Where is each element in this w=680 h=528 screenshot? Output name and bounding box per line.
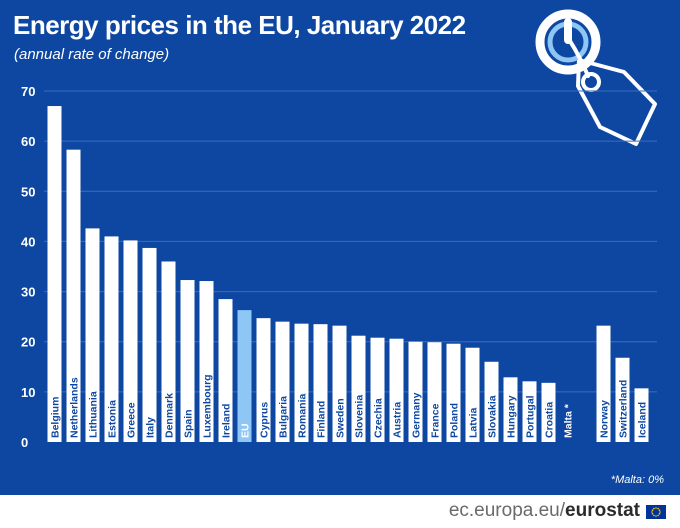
category-label: Slovenia bbox=[354, 395, 366, 438]
category-label: Germany bbox=[411, 392, 423, 438]
malta-footnote: *Malta: 0% bbox=[610, 474, 664, 486]
category-label: Spain bbox=[183, 409, 195, 438]
bar bbox=[180, 280, 195, 442]
bar bbox=[408, 341, 423, 442]
bar bbox=[256, 318, 271, 442]
bar bbox=[427, 342, 442, 442]
category-label: Slovakia bbox=[487, 395, 499, 438]
bar bbox=[332, 325, 347, 442]
category-label: Italy bbox=[145, 417, 157, 438]
bar bbox=[634, 388, 649, 442]
bar-chart: 0 10 20 30 40 50 60 70 Belgium Netherlands Lithuan… bbox=[21, 84, 657, 450]
y-tick-label: 30 bbox=[21, 285, 35, 300]
category-label: Czechia bbox=[373, 398, 385, 438]
eu-flag-icon bbox=[646, 505, 666, 519]
category-label: Hungary bbox=[506, 395, 518, 438]
category-label: Switzerland bbox=[618, 380, 630, 438]
y-tick-label: 60 bbox=[21, 134, 35, 149]
y-tick-label: 40 bbox=[21, 234, 35, 249]
eurostat-brand: eurostat bbox=[565, 500, 640, 521]
category-label: Belgium bbox=[50, 397, 62, 438]
chart-title: Energy prices in the EU, January 2022 bbox=[13, 10, 466, 40]
bar bbox=[199, 281, 214, 442]
bar bbox=[142, 247, 157, 442]
category-label: France bbox=[430, 403, 442, 438]
category-label: Estonia bbox=[107, 400, 119, 438]
category-label: Iceland bbox=[637, 402, 649, 438]
bar bbox=[47, 106, 62, 443]
bar bbox=[522, 381, 537, 442]
bar bbox=[465, 347, 480, 442]
bar bbox=[484, 361, 499, 442]
bar bbox=[85, 228, 100, 442]
bar bbox=[615, 357, 630, 442]
y-tick-label: 20 bbox=[21, 335, 35, 350]
category-label: Poland bbox=[449, 403, 461, 438]
bar bbox=[503, 377, 518, 442]
category-label: Finland bbox=[316, 401, 328, 438]
bar bbox=[104, 236, 119, 442]
category-label: Sweden bbox=[335, 398, 347, 438]
category-label: Latvia bbox=[468, 407, 480, 438]
bar bbox=[275, 321, 290, 442]
bar bbox=[389, 338, 404, 442]
bar bbox=[541, 382, 556, 442]
category-label: Portugal bbox=[525, 395, 537, 438]
category-label: Norway bbox=[599, 400, 611, 438]
y-tick-label: 70 bbox=[21, 84, 35, 99]
bar bbox=[313, 324, 328, 442]
y-tick-label: 0 bbox=[21, 435, 28, 450]
bar bbox=[237, 310, 252, 442]
category-label: Austria bbox=[392, 402, 404, 438]
category-label: Lithuania bbox=[88, 391, 100, 438]
category-label: Greece bbox=[126, 402, 138, 438]
y-tick-label: 50 bbox=[21, 184, 35, 199]
eurostat-url[interactable]: ec.europa.eu/eurostat bbox=[449, 500, 640, 522]
category-label: Luxembourg bbox=[202, 374, 214, 438]
bar bbox=[218, 299, 233, 442]
category-label: Ireland bbox=[221, 404, 233, 438]
category-label: Bulgaria bbox=[278, 396, 290, 438]
category-label: Croatia bbox=[544, 402, 556, 438]
bar bbox=[596, 325, 611, 442]
chart-subtitle: (annual rate of change) bbox=[14, 46, 170, 63]
footer-bar bbox=[0, 495, 680, 528]
category-label: Netherlands bbox=[69, 377, 81, 438]
bar bbox=[370, 337, 385, 442]
bar bbox=[66, 149, 81, 442]
y-tick-label: 10 bbox=[21, 385, 35, 400]
bar bbox=[123, 240, 138, 442]
site-domain: ec.europa.eu/ bbox=[448, 500, 566, 521]
category-label: Cyprus bbox=[259, 402, 271, 438]
power-price-tag-icon bbox=[535, 9, 657, 146]
bar bbox=[446, 343, 461, 442]
category-label: Malta * bbox=[563, 403, 575, 438]
bar bbox=[161, 261, 176, 442]
category-label: Romania bbox=[297, 393, 309, 438]
category-label: Denmark bbox=[164, 393, 176, 438]
category-label: EU bbox=[240, 423, 252, 438]
bar bbox=[294, 323, 309, 442]
bar bbox=[351, 335, 366, 442]
